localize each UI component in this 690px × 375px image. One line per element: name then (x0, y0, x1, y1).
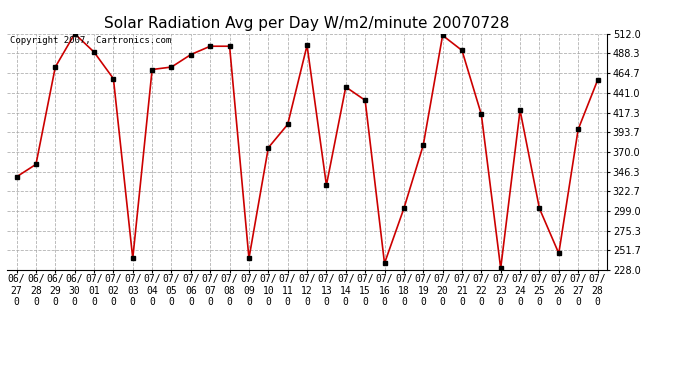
Text: Copyright 2007, Cartronics.com: Copyright 2007, Cartronics.com (10, 36, 171, 45)
Title: Solar Radiation Avg per Day W/m2/minute 20070728: Solar Radiation Avg per Day W/m2/minute … (104, 16, 510, 31)
